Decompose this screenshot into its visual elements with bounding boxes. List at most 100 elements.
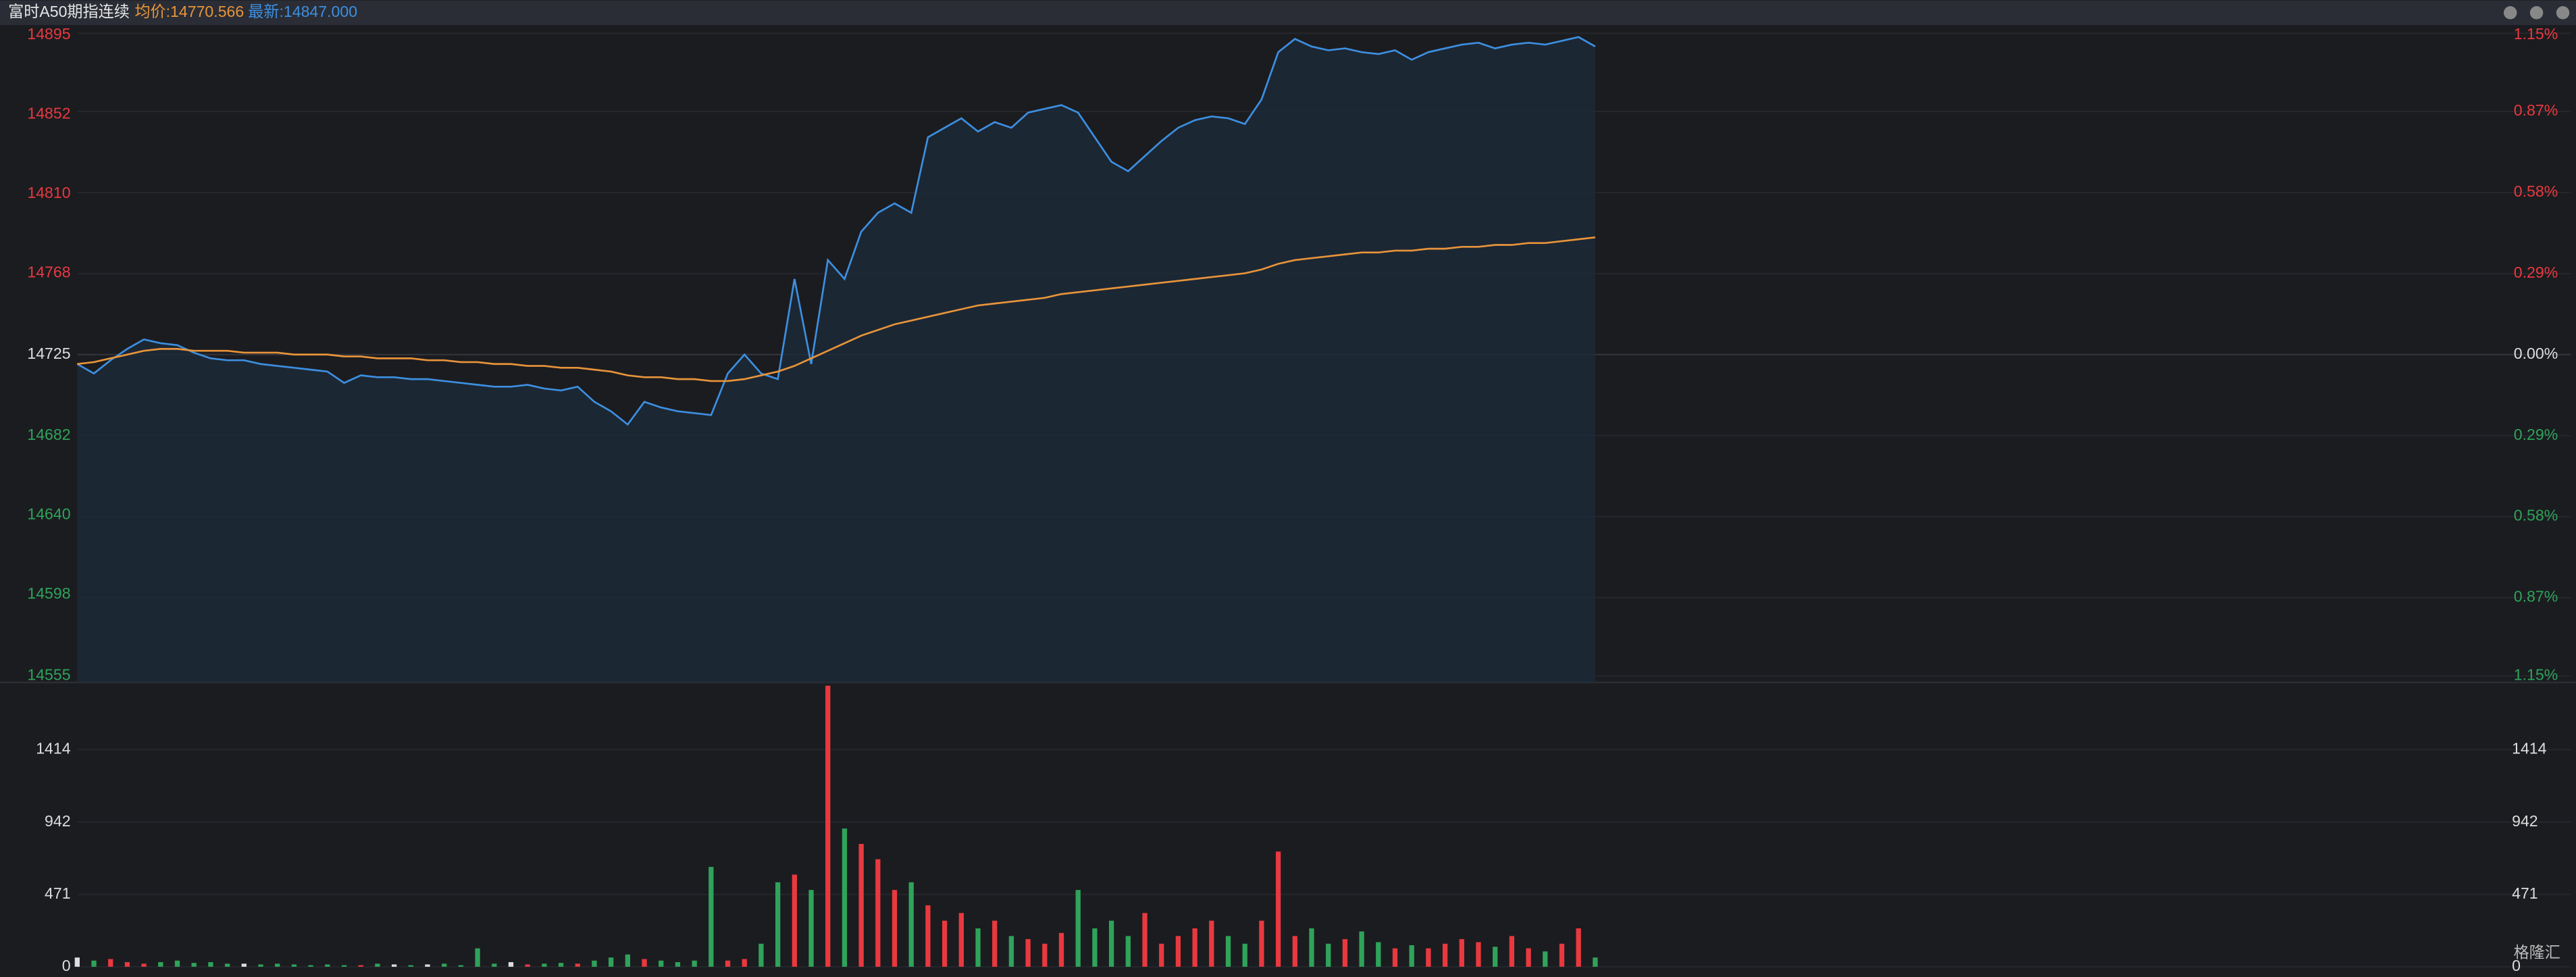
volume-bar	[725, 960, 731, 967]
volume-bar	[408, 965, 413, 967]
window-controls[interactable]	[2503, 6, 2570, 20]
y-tick-label: 14768	[27, 264, 70, 281]
volume-bar	[224, 963, 230, 967]
volume-bar	[492, 963, 497, 967]
volume-bar	[1008, 936, 1014, 967]
volume-bar	[1242, 943, 1247, 967]
volume-bar	[892, 890, 898, 967]
volume-bar	[792, 874, 797, 967]
volume-bar	[609, 957, 614, 967]
volume-bar	[675, 962, 681, 967]
volume-bar	[425, 964, 430, 967]
volume-bar	[508, 962, 514, 967]
volume-bar	[325, 964, 330, 967]
last-label: 最新:14847.000	[248, 3, 357, 20]
volume-bar	[442, 963, 447, 967]
y-tick-label: 1414	[36, 740, 71, 757]
volume-bar	[925, 905, 931, 967]
volume-bar	[1159, 943, 1164, 967]
volume-bar	[1125, 936, 1131, 967]
y2-tick-label: 0	[2512, 957, 2521, 974]
volume-bar	[1359, 931, 1364, 967]
zoom-in[interactable]	[2503, 6, 2517, 20]
y2-tick-label: 0.87%	[2514, 101, 2558, 119]
volume-bar	[275, 963, 280, 967]
volume-bar	[475, 948, 480, 967]
volume-bar	[709, 867, 714, 967]
volume-bar	[992, 920, 998, 967]
volume-bar	[1108, 920, 1114, 967]
y2-tick-label: 0.58%	[2514, 182, 2558, 200]
volume-bar	[642, 959, 647, 967]
y2-tick-label: 1.15%	[2514, 666, 2558, 683]
volume-bar	[74, 957, 80, 967]
volume-bar	[1593, 957, 1598, 967]
y2-tick-label: 0.58%	[2514, 507, 2558, 524]
watermark: 格隆汇	[2514, 943, 2560, 961]
volume-bar	[191, 963, 197, 967]
volume-bar	[1426, 948, 1431, 967]
settings[interactable]	[2556, 6, 2570, 20]
price-area	[77, 36, 1595, 683]
volume-bar	[1509, 936, 1515, 967]
volume-bar	[542, 963, 547, 967]
volume-bar	[1209, 920, 1214, 967]
y-tick-label: 14725	[27, 345, 70, 362]
volume-bar	[625, 954, 631, 967]
y-tick-label: 14810	[27, 184, 70, 201]
volume-bar	[1576, 928, 1581, 967]
volume-bar	[1292, 936, 1297, 967]
volume-bar	[141, 963, 147, 967]
volume-bar	[1409, 945, 1414, 967]
volume-bar	[91, 960, 97, 967]
volume-bar	[1459, 938, 1464, 967]
y-tick-label: 14852	[27, 105, 70, 122]
zoom-out[interactable]	[2529, 6, 2544, 20]
volume-bar	[208, 962, 213, 967]
volume-bar	[1309, 928, 1314, 967]
avg-line	[77, 236, 1596, 382]
volume-bar	[842, 828, 848, 967]
y-tick-label: 14555	[27, 666, 70, 683]
volume-bar	[291, 964, 297, 967]
volume-bar	[308, 965, 313, 967]
volume-bar	[575, 963, 580, 967]
volume-bar	[525, 964, 530, 967]
y2-tick-label: 942	[2512, 812, 2538, 830]
y-tick-label: 14682	[27, 426, 70, 443]
volume-bar	[908, 882, 914, 967]
volume-bar	[1259, 920, 1264, 967]
volume-bar	[258, 964, 263, 967]
volume-bar	[1559, 943, 1565, 967]
chart-title: 富时A50期指连续	[8, 3, 130, 20]
y2-tick-label: 0.87%	[2514, 588, 2558, 605]
volume-bar	[942, 920, 948, 967]
volume-bar	[1275, 851, 1281, 967]
y-tick-label: 14640	[27, 505, 70, 523]
volume-bar	[692, 960, 697, 967]
y2-tick-label: 0.00%	[2514, 345, 2558, 362]
volume-bar	[341, 965, 347, 967]
volume-bar	[858, 843, 864, 967]
y2-tick-label: 0.29%	[2514, 264, 2558, 281]
volume-bar	[592, 960, 597, 967]
volume-bar	[1192, 928, 1197, 967]
volume-bar	[958, 913, 964, 967]
price-line	[76, 36, 1596, 426]
volume-bar	[1092, 928, 1098, 967]
header-bar	[0, 0, 2576, 26]
volume-bar	[1142, 913, 1148, 967]
y-tick-label: 471	[45, 884, 71, 902]
volume-bar	[124, 962, 130, 967]
volume-bar	[758, 943, 764, 967]
volume-bar	[659, 960, 664, 967]
volume-bar	[391, 964, 397, 967]
volume-bar	[1392, 948, 1398, 967]
volume-bar	[1476, 942, 1481, 967]
volume-bar	[158, 962, 163, 967]
y-tick-label: 14598	[27, 584, 70, 602]
y-tick-label: 942	[45, 812, 71, 830]
volume-bar	[358, 965, 363, 967]
avg-label: 均价:14770.566	[134, 3, 244, 20]
